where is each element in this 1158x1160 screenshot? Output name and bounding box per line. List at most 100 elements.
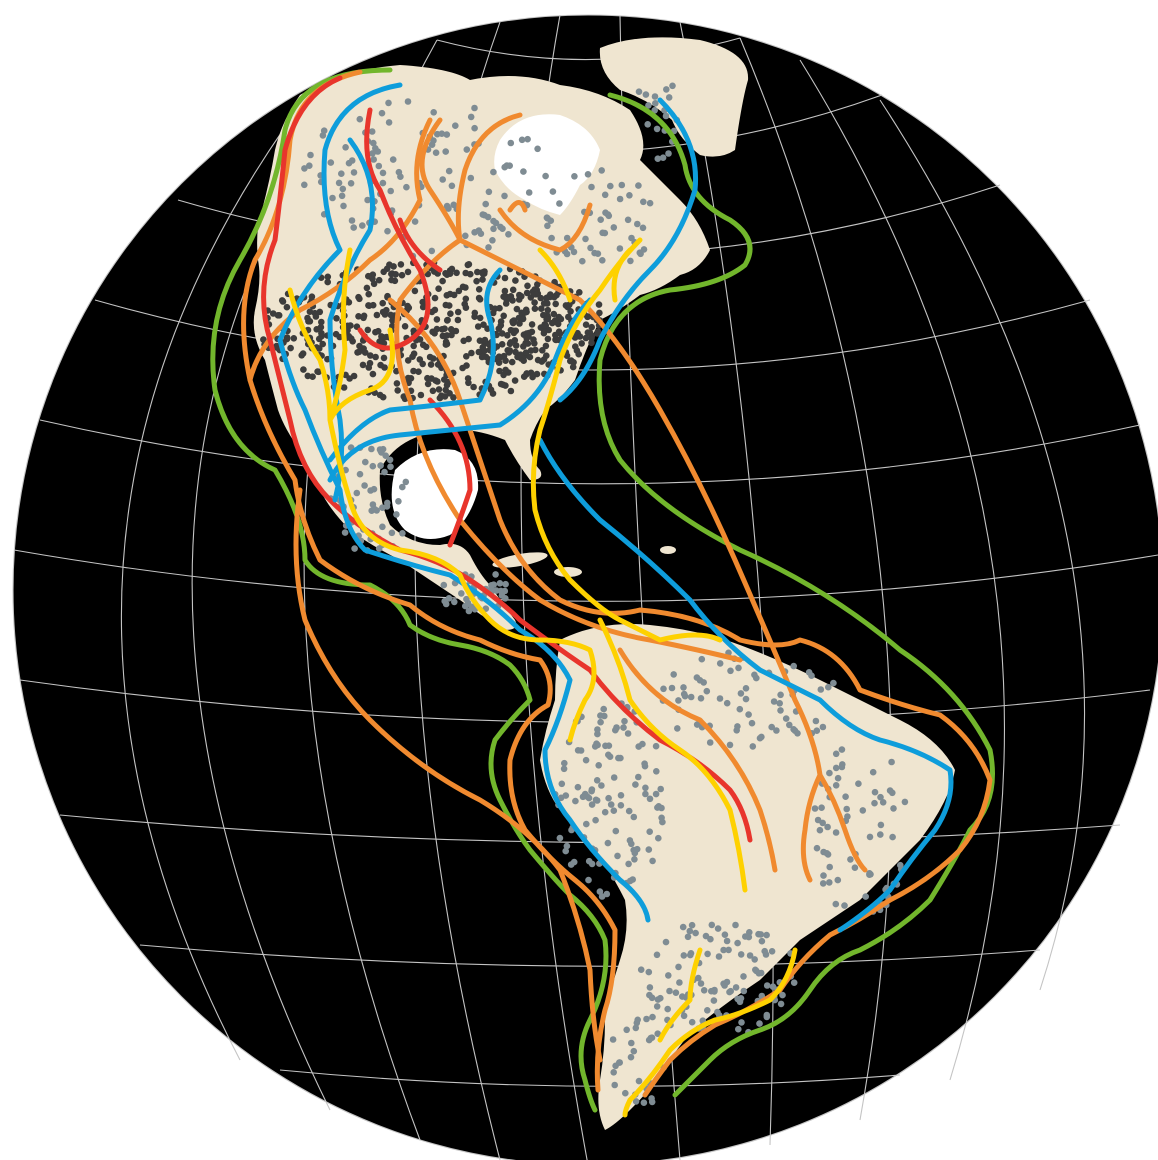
sighting-dot: [435, 285, 442, 293]
sighting-dot: [387, 311, 395, 319]
sighting-dot: [632, 1024, 640, 1032]
route-blue-gulf: [327, 297, 954, 933]
sighting-dot: [662, 112, 670, 120]
route-blue-pacific: [277, 82, 651, 923]
sighting-dot: [758, 733, 765, 741]
sighting-dot: [523, 334, 530, 342]
sighting-dot: [595, 301, 603, 308]
sighting-dot: [403, 183, 410, 191]
sighting-dot: [345, 159, 353, 167]
sighting-dot: [455, 287, 463, 295]
sighting-dot: [605, 751, 612, 759]
sighting-dot: [487, 386, 495, 394]
sighting-dot: [588, 801, 596, 808]
sighting-dot: [539, 347, 546, 354]
sighting-dot: [866, 870, 873, 877]
sighting-dot: [502, 595, 509, 602]
sighting-dot: [495, 325, 503, 333]
sighting-dot: [558, 780, 566, 788]
sighting-dot: [416, 356, 424, 363]
sighting-dot: [518, 293, 525, 300]
sighting-dot: [327, 159, 335, 166]
sighting-dot: [502, 382, 509, 389]
sighting-dot: [871, 799, 878, 807]
sighting-dot: [877, 821, 885, 829]
sighting-dot: [813, 727, 821, 734]
sighting-dot: [624, 730, 632, 737]
sighting-dot: [347, 322, 354, 329]
sighting-dot: [318, 318, 325, 326]
sighting-dot: [726, 741, 734, 749]
sighting-dot: [479, 270, 487, 278]
sighting-dot: [841, 902, 848, 909]
sighting-dot: [825, 683, 832, 691]
sighting-dot: [757, 969, 765, 977]
route-yellow-north: [287, 247, 597, 743]
sighting-dot: [832, 764, 840, 772]
sighting-dot: [642, 790, 649, 798]
sighting-dot: [851, 864, 859, 871]
sighting-dot: [877, 831, 884, 838]
sighting-dot: [889, 833, 896, 841]
sighting-dot: [260, 336, 267, 343]
sighting-dot: [830, 679, 837, 687]
sighting-dot: [419, 341, 427, 349]
meridian-line: [879, 99, 1086, 991]
sighting-dot: [890, 805, 897, 812]
sighting-dot: [886, 787, 894, 794]
sighting-dot: [499, 225, 506, 232]
sighting-dot: [662, 938, 670, 946]
sighting-dot: [544, 335, 552, 343]
sighting-dot: [368, 128, 376, 135]
sighting-dot: [805, 669, 813, 676]
greenland-landmass: [599, 37, 749, 157]
sighting-dot: [700, 987, 708, 994]
sighting-dot: [467, 174, 475, 182]
sighting-dot: [687, 693, 695, 701]
sighting-dot: [368, 445, 375, 453]
sighting-dot: [315, 368, 322, 376]
sighting-dot: [680, 684, 687, 691]
sighting-dot: [388, 529, 396, 537]
sighting-dot: [658, 814, 665, 822]
sighting-dot: [790, 979, 798, 986]
sighting-dot: [372, 328, 379, 336]
sighting-dot: [842, 793, 849, 800]
sighting-dot: [617, 802, 625, 809]
sighting-dot: [643, 1015, 650, 1023]
sighting-dot: [436, 394, 444, 402]
sighting-dot: [511, 377, 519, 384]
sighting-dot: [704, 950, 711, 958]
sighting-dot: [463, 595, 470, 603]
sighting-dot: [333, 315, 340, 322]
sighting-dot: [635, 743, 642, 750]
sighting-dot: [556, 200, 563, 207]
sighting-dot: [445, 595, 453, 602]
sighting-dot: [684, 933, 692, 941]
sighting-dot: [501, 192, 508, 200]
route-orange-inland: [293, 487, 603, 1063]
sighting-dot: [387, 463, 394, 471]
route-red-inland: [357, 107, 473, 548]
sighting-dot: [392, 271, 400, 278]
sighting-dot: [612, 726, 619, 734]
sighting-dot: [610, 224, 618, 231]
sighting-dot: [601, 712, 608, 720]
sighting-dot: [377, 447, 385, 455]
sighting-dot: [529, 373, 536, 381]
sighting-dot: [582, 321, 590, 329]
sighting-dot: [445, 205, 452, 212]
sighting-dot: [826, 863, 833, 871]
sighting-dot: [501, 274, 509, 282]
sighting-dot: [356, 470, 364, 478]
sighting-dot: [704, 1007, 711, 1014]
sighting-dot: [509, 318, 516, 325]
sighting-dot: [476, 296, 484, 303]
sighting-dot: [532, 291, 540, 298]
sighting-dot: [471, 104, 478, 112]
sighting-dot: [523, 330, 530, 337]
sighting-dot: [525, 189, 533, 196]
sighting-dot: [595, 762, 602, 769]
sighting-dot: [813, 844, 821, 852]
sighting-dot: [838, 763, 846, 771]
